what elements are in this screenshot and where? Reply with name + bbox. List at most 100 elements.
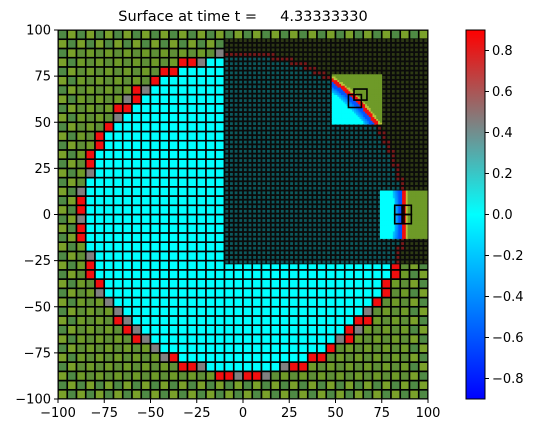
fine-cell xyxy=(396,237,400,241)
fine-cell xyxy=(331,191,335,195)
fine-cell xyxy=(285,223,289,227)
fine-cell xyxy=(405,62,409,66)
fine-cell xyxy=(391,94,395,98)
fine-cell xyxy=(424,177,428,181)
inset-cell xyxy=(339,81,342,84)
grid-cell xyxy=(103,388,115,399)
fine-cell xyxy=(378,191,381,195)
grid-cell xyxy=(325,342,337,354)
grid-cell xyxy=(399,342,411,354)
inset-cell xyxy=(368,85,372,88)
inset-cell xyxy=(383,214,386,217)
fine-cell xyxy=(401,136,404,139)
fine-cell xyxy=(294,131,298,135)
fine-cell xyxy=(271,246,275,250)
fine-cell xyxy=(267,43,270,47)
inset-cell xyxy=(381,225,384,228)
fine-cell xyxy=(299,255,303,259)
fine-cell xyxy=(285,85,289,89)
fine-cell xyxy=(308,85,312,89)
fine-cell xyxy=(304,209,307,213)
grid-cell xyxy=(66,93,78,105)
grid-cell xyxy=(334,287,346,299)
fine-cell xyxy=(230,159,233,162)
fine-cell xyxy=(336,246,340,250)
fine-cell xyxy=(285,232,289,236)
grid-cell xyxy=(269,305,281,317)
fine-cell xyxy=(354,62,358,66)
grid-cell xyxy=(103,130,115,142)
fine-cell xyxy=(415,140,418,144)
grid-cell xyxy=(112,241,124,253)
fine-cell xyxy=(341,131,344,135)
inset-cell xyxy=(331,85,335,88)
grid-cell xyxy=(94,158,106,170)
grid-cell xyxy=(112,130,124,142)
fine-cell xyxy=(401,80,404,84)
grid-cell xyxy=(58,379,69,391)
fine-cell xyxy=(308,209,312,213)
fine-cell xyxy=(331,223,335,227)
fine-cell xyxy=(243,237,247,241)
fine-cell xyxy=(345,242,349,245)
inset-cell xyxy=(341,98,344,101)
inset-cell xyxy=(350,113,353,116)
inset-cell xyxy=(335,122,338,125)
inset-cell xyxy=(381,192,384,195)
inset-cell xyxy=(379,236,383,239)
grid-cell xyxy=(205,195,217,207)
grid-cell xyxy=(269,30,281,41)
fine-cell xyxy=(276,76,280,79)
fine-cell xyxy=(239,99,243,102)
fine-cell xyxy=(243,186,247,190)
fine-cell xyxy=(234,113,238,116)
fine-cell xyxy=(419,186,423,190)
grid-cell xyxy=(417,352,428,363)
grid-cell xyxy=(390,296,402,308)
grid-cell xyxy=(353,388,365,399)
fine-cell xyxy=(415,39,418,43)
inset-cell xyxy=(365,116,368,119)
fine-cell xyxy=(248,103,252,107)
fine-cell xyxy=(299,182,303,186)
grid-cell xyxy=(297,287,309,299)
inset-cell xyxy=(355,90,359,94)
grid-cell xyxy=(306,379,318,391)
fine-cell xyxy=(378,62,381,66)
fine-cell xyxy=(230,205,233,209)
fine-cell xyxy=(317,242,321,245)
inset-cell xyxy=(383,199,386,202)
fine-cell xyxy=(331,219,335,222)
fine-cell xyxy=(419,39,423,43)
inset-cell xyxy=(403,229,407,232)
fine-cell xyxy=(308,246,312,250)
fine-cell xyxy=(327,99,330,102)
inset-cell xyxy=(366,113,370,116)
fine-cell xyxy=(230,149,233,153)
fine-cell xyxy=(364,39,367,43)
fine-cell xyxy=(317,196,321,199)
fine-cell xyxy=(331,196,335,199)
fine-cell xyxy=(299,53,303,56)
inset-cell xyxy=(354,114,357,118)
fine-cell xyxy=(354,43,358,47)
inset-cell xyxy=(355,96,359,99)
grid-cell xyxy=(195,139,207,151)
inset-cell xyxy=(396,232,399,236)
fine-cell xyxy=(368,186,372,190)
grid-cell xyxy=(103,75,115,87)
fine-cell xyxy=(391,255,395,259)
fine-cell xyxy=(239,66,243,70)
grid-cell xyxy=(58,56,69,68)
grid-cell xyxy=(186,66,198,77)
grid-cell xyxy=(408,30,420,41)
fine-cell xyxy=(350,242,354,245)
fine-cell xyxy=(304,99,307,102)
fine-cell xyxy=(234,122,238,126)
grid-cell xyxy=(205,176,217,188)
fine-cell xyxy=(239,242,243,245)
inset-cell xyxy=(387,223,390,226)
grid-cell xyxy=(306,370,318,382)
grid-cell xyxy=(131,38,143,50)
inset-cell xyxy=(381,216,384,219)
